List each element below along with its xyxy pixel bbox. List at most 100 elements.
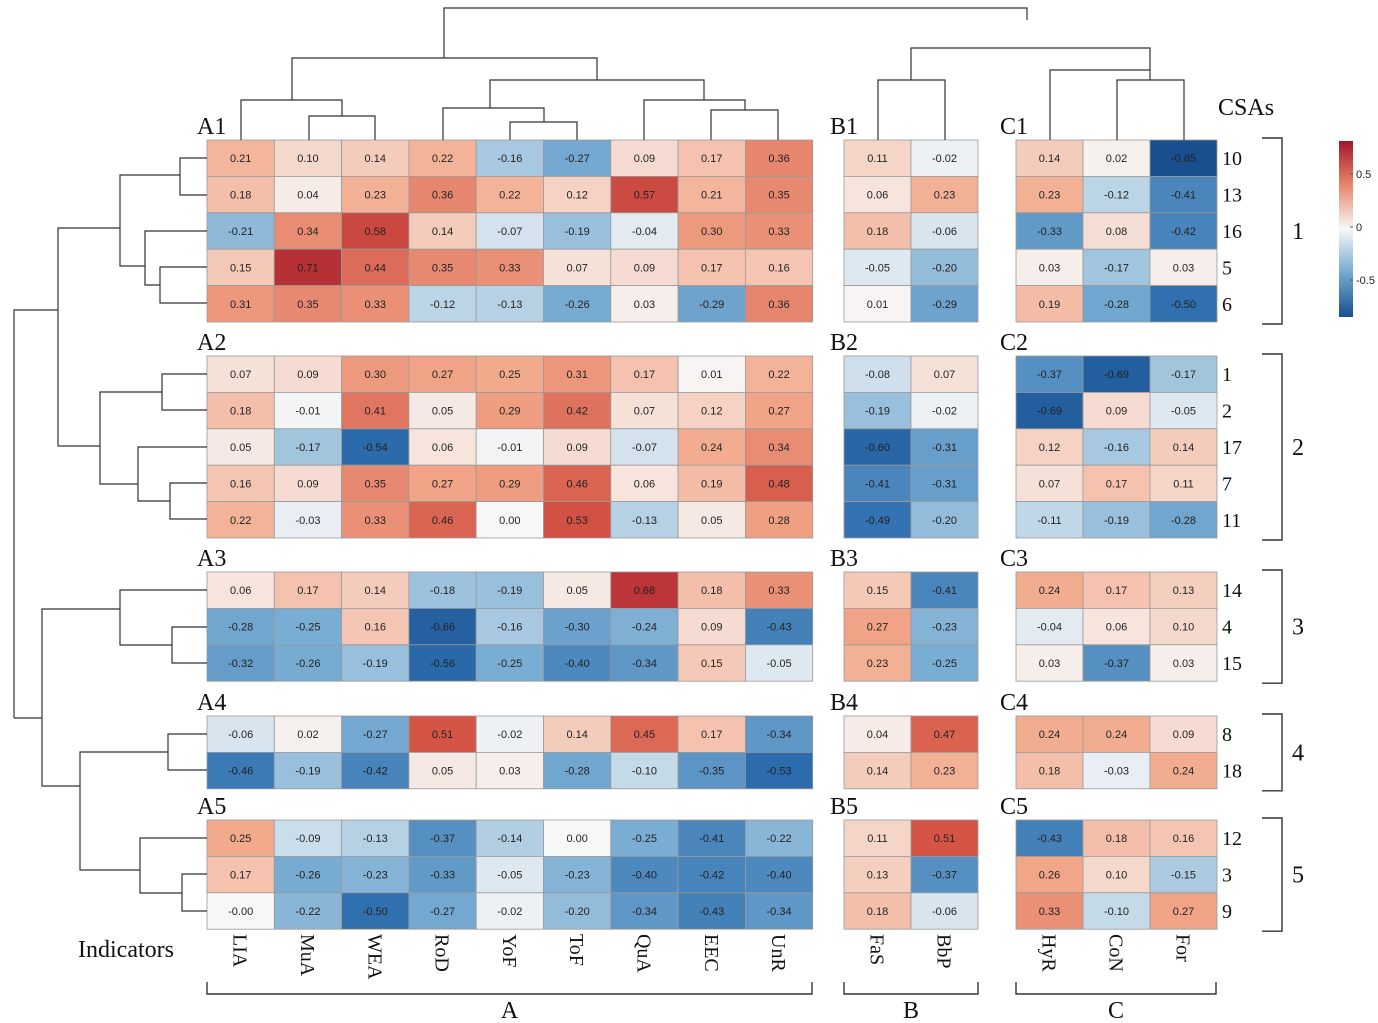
cell-value-label: 0.11 xyxy=(867,153,888,165)
heatmap-cell xyxy=(341,391,410,430)
cell-value-label: 0.18 xyxy=(230,406,251,418)
cell-value-label: 0.09 xyxy=(566,442,587,454)
cell-value-label: -0.06 xyxy=(932,226,957,238)
row-label: 9 xyxy=(1222,901,1232,923)
heatmap-cell xyxy=(273,285,342,323)
cell-value-label: 0.68 xyxy=(634,585,655,597)
cell-value-label: -0.33 xyxy=(430,870,455,882)
cell-value-label: 0.15 xyxy=(230,262,251,274)
dendrogram-branch xyxy=(79,786,140,871)
cell-value-label: 0.09 xyxy=(634,153,655,165)
heatmap-cell xyxy=(341,355,410,393)
cell-value-label: -0.13 xyxy=(497,299,522,311)
heatmap-cell xyxy=(610,819,679,857)
cell-value-label: 0.34 xyxy=(297,226,318,238)
heatmap-cell xyxy=(1015,608,1084,646)
heatmap-cell xyxy=(910,212,979,250)
heatmap-cell xyxy=(1015,428,1084,466)
heatmap-cell xyxy=(745,608,814,646)
cell-value-label: -0.69 xyxy=(1104,369,1129,381)
dendrogram-branch xyxy=(1116,79,1185,140)
cell-value-label: 0.17 xyxy=(634,369,655,381)
cell-value-label: -0.11 xyxy=(1037,515,1061,527)
heatmap-cell xyxy=(677,355,746,393)
heatmap-cell xyxy=(843,644,912,682)
cell-value-label: 0.33 xyxy=(768,226,789,238)
row-label: 15 xyxy=(1222,653,1242,675)
heatmap-cell xyxy=(1015,819,1084,857)
heatmap-cell xyxy=(745,715,814,753)
cell-value-label: -0.17 xyxy=(1104,262,1129,274)
heatmap-cell xyxy=(206,464,275,503)
cell-value-label: 0.33 xyxy=(768,585,789,597)
cell-value-label: -0.46 xyxy=(228,766,253,778)
cell-value-label: 0.10 xyxy=(1106,870,1127,882)
dendrogram-branch xyxy=(139,837,207,870)
cell-value-label: 0.27 xyxy=(432,369,453,381)
dendrogram-branch xyxy=(161,373,207,392)
cell-value-label: -0.23 xyxy=(932,622,957,634)
dendrogram-branch xyxy=(99,391,162,446)
cell-value-label: 0.57 xyxy=(634,190,655,202)
heatmap-cell xyxy=(843,819,912,857)
cell-value-label: 0.11 xyxy=(1173,478,1194,490)
cell-value-label: -0.18 xyxy=(430,585,455,597)
row-label: 1 xyxy=(1222,364,1232,386)
dendrogram-branch xyxy=(41,718,80,787)
heatmap-cell xyxy=(610,391,679,430)
cell-value-label: -0.19 xyxy=(865,406,890,418)
heatmap-cell xyxy=(341,608,410,646)
heatmap-cell xyxy=(1149,212,1218,250)
heatmap-cell xyxy=(408,355,477,393)
heatmap-cell xyxy=(677,248,746,286)
heatmap-cell xyxy=(341,248,410,286)
cell-value-label: 0.25 xyxy=(230,833,251,845)
cell-value-label: 0.18 xyxy=(867,906,888,918)
heatmap-cell xyxy=(341,752,410,790)
cell-value-label: 0.71 xyxy=(297,262,318,274)
cell-value-label: -0.06 xyxy=(228,729,253,741)
cell-value-label: 0.05 xyxy=(566,585,587,597)
heatmap-cell xyxy=(543,752,612,790)
cell-value-label: 0.28 xyxy=(768,515,789,527)
heatmap-cell xyxy=(1149,715,1218,753)
cell-value-label: 0.23 xyxy=(365,190,386,202)
heatmap-cell xyxy=(206,752,275,790)
cell-value-label: 0.06 xyxy=(1106,622,1127,634)
heatmap-cell xyxy=(341,212,410,250)
heatmap-cell xyxy=(1149,501,1218,539)
heatmap-cell xyxy=(910,501,979,539)
heatmap-cell xyxy=(745,644,814,682)
column-label: RoD xyxy=(431,934,453,972)
cell-value-label: 0.27 xyxy=(1173,906,1194,918)
cell-value-label: -0.43 xyxy=(699,906,724,918)
cell-value-label: 0.24 xyxy=(701,442,722,454)
row-label: 6 xyxy=(1222,294,1232,316)
cell-value-label: 0.03 xyxy=(499,766,520,778)
dendrogram-branch xyxy=(308,115,376,140)
heatmap-cell xyxy=(677,501,746,539)
dendrogram-branch xyxy=(119,609,172,646)
dendrogram-branch xyxy=(240,99,343,140)
heatmap-cell xyxy=(475,248,544,286)
cell-value-label: 0.14 xyxy=(365,585,386,597)
cell-value-label: -0.17 xyxy=(1171,369,1196,381)
cell-value-label: 0.51 xyxy=(934,833,955,845)
cell-value-label: -0.37 xyxy=(932,870,957,882)
cell-value-label: -0.56 xyxy=(430,658,455,670)
cell-value-label: -0.07 xyxy=(632,442,657,454)
cell-value-label: -0.13 xyxy=(363,833,388,845)
cell-value-label: 0.47 xyxy=(934,729,955,741)
dendrogram-branch xyxy=(509,121,578,140)
heatmap-cell xyxy=(408,428,477,466)
dendrogram-branch xyxy=(171,645,207,664)
heatmap-cell xyxy=(1149,464,1218,503)
heatmap-cell xyxy=(273,892,342,930)
cell-value-label: -0.37 xyxy=(1037,369,1062,381)
cell-value-label: 0.35 xyxy=(768,190,789,202)
cell-value-label: 0.04 xyxy=(867,729,888,741)
heatmap-cell xyxy=(341,501,410,539)
heatmap-cell xyxy=(910,644,979,682)
dendrogram-branch xyxy=(13,309,58,718)
